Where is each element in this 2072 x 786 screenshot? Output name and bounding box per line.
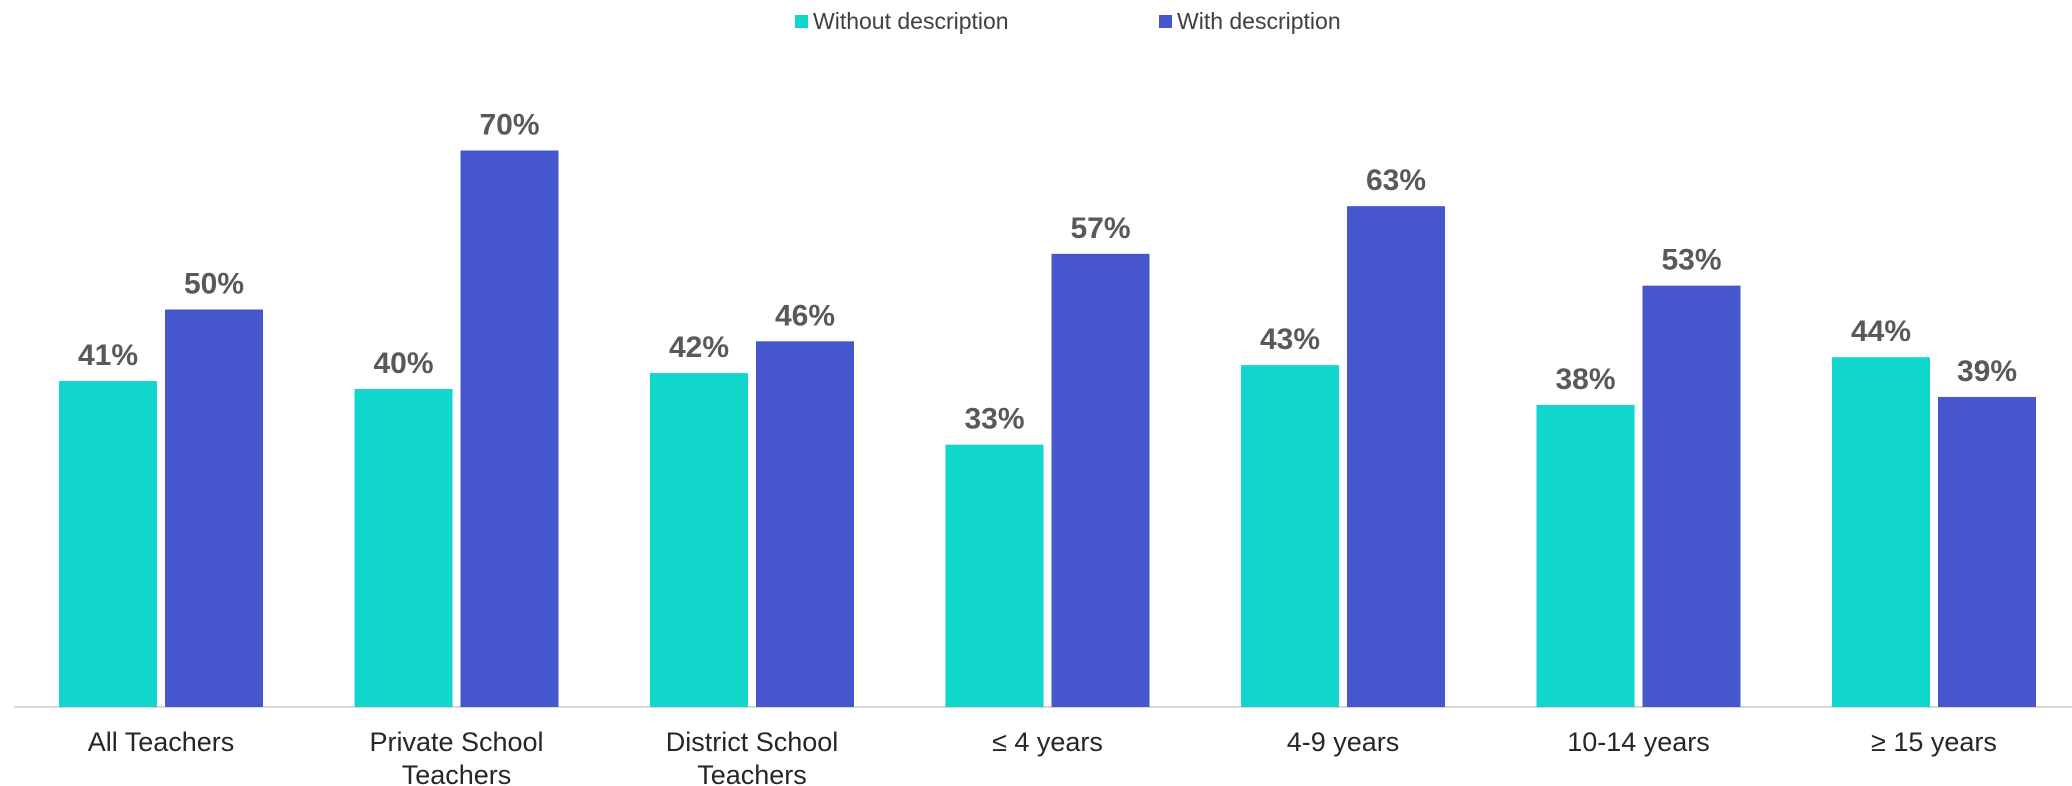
- bars-group: [59, 150, 2036, 707]
- data-label-without-description-4: 43%: [1260, 323, 1320, 356]
- data-label-with-description-0: 50%: [184, 268, 244, 301]
- category-label-3: ≤ 4 years: [992, 727, 1103, 757]
- bar-with-description-2: [756, 341, 854, 707]
- data-label-without-description-5: 38%: [1555, 363, 1615, 396]
- bar-with-description-0: [165, 309, 263, 707]
- data-label-without-description-3: 33%: [964, 403, 1024, 436]
- bar-without-description-0: [59, 381, 157, 707]
- legend-label-without-description: Without description: [813, 8, 1009, 34]
- bar-without-description-1: [354, 389, 453, 707]
- data-label-without-description-0: 41%: [78, 339, 138, 372]
- data-label-without-description-2: 42%: [669, 331, 729, 364]
- legend-item-with-description: With description: [1159, 8, 1341, 35]
- legend-swatch-with-description: [1159, 15, 1172, 28]
- data-labels-group: 41% 50% 40% 70% 42% 46% 33% 57% 43% 63% 38% 53% 44% 3…: [78, 109, 2017, 436]
- bar-with-description-6: [1938, 396, 2036, 707]
- bar-without-description-4: [1241, 365, 1339, 707]
- data-label-without-description-1: 40%: [373, 347, 433, 380]
- data-label-with-description-2: 46%: [775, 299, 835, 332]
- category-label-6: ≥ 15 years: [1871, 727, 1997, 757]
- category-label-2-line-1: Teachers: [697, 760, 807, 786]
- category-label-0: All Teachers: [88, 727, 235, 757]
- legend-swatch-without-description: [795, 15, 808, 28]
- legend-item-without-description: Without description: [795, 8, 1009, 35]
- bar-without-description-5: [1536, 404, 1635, 707]
- data-label-with-description-4: 63%: [1366, 164, 1426, 197]
- legend: Without description With description: [0, 8, 2072, 38]
- category-label-5: 10-14 years: [1567, 727, 1710, 757]
- bar-with-description-3: [1051, 253, 1150, 707]
- data-label-with-description-6: 39%: [1957, 355, 2017, 388]
- data-label-with-description-5: 53%: [1661, 244, 1721, 277]
- data-label-without-description-6: 44%: [1851, 315, 1911, 348]
- bar-without-description-6: [1832, 357, 1930, 707]
- category-label-1-line-0: Private School: [369, 727, 543, 757]
- category-label-4: 4-9 years: [1287, 727, 1400, 757]
- bar-with-description-4: [1347, 206, 1445, 707]
- category-label-2-line-0: District School: [666, 727, 839, 757]
- bar-with-description-5: [1642, 285, 1741, 707]
- bar-without-description-2: [650, 373, 748, 707]
- legend-label-with-description: With description: [1177, 8, 1341, 34]
- category-labels-group: All Teachers Private School Teachers Distri…: [88, 727, 1997, 786]
- bar-with-description-1: [460, 150, 559, 707]
- bar-without-description-3: [945, 444, 1044, 707]
- data-label-with-description-1: 70%: [479, 109, 539, 142]
- category-label-1-line-1: Teachers: [402, 760, 512, 786]
- data-label-with-description-3: 57%: [1070, 212, 1130, 245]
